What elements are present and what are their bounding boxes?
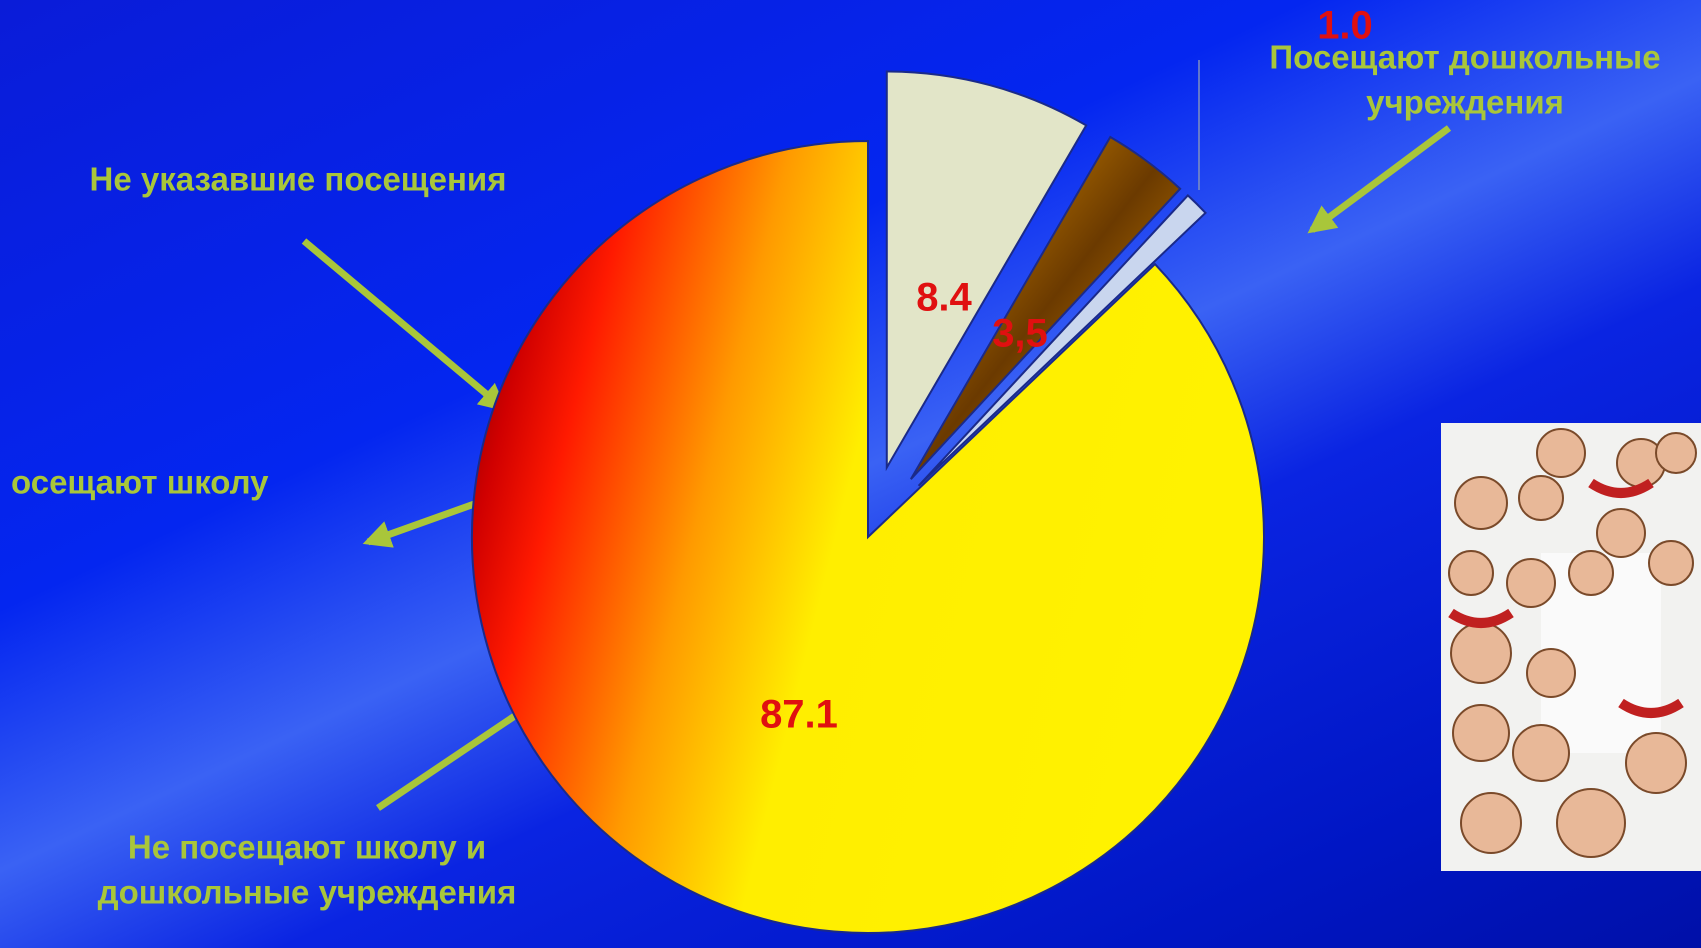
- value-label: 3,5: [992, 312, 1048, 356]
- arrow: [301, 238, 508, 412]
- pie-slice: [471, 139, 1265, 934]
- arrow: [376, 699, 539, 811]
- annotation: Не указавшие посещения: [90, 161, 507, 198]
- pie-slice: [885, 70, 1088, 472]
- annotation: дошкольные учреждения: [98, 874, 517, 911]
- labels: 8.4 3,5 1.0 87.1 Не указавшие посещения осеща…: [11, 4, 1661, 911]
- annotation: осещают школу: [11, 464, 269, 501]
- annotation: Посещают дошкольные: [1269, 39, 1660, 76]
- pie: [471, 70, 1265, 934]
- photo-art: [1448, 428, 1697, 858]
- annotation: учреждения: [1366, 84, 1564, 121]
- arrow: [1307, 125, 1452, 234]
- value-label: 1.0: [1317, 4, 1373, 48]
- value-label: 87.1: [760, 693, 838, 737]
- annotation: Не посещают школу и: [128, 829, 486, 866]
- photo: [1441, 423, 1701, 871]
- value-label: 8.4: [916, 276, 972, 320]
- pie-slice: [917, 193, 1207, 487]
- pie-slice: [910, 135, 1182, 480]
